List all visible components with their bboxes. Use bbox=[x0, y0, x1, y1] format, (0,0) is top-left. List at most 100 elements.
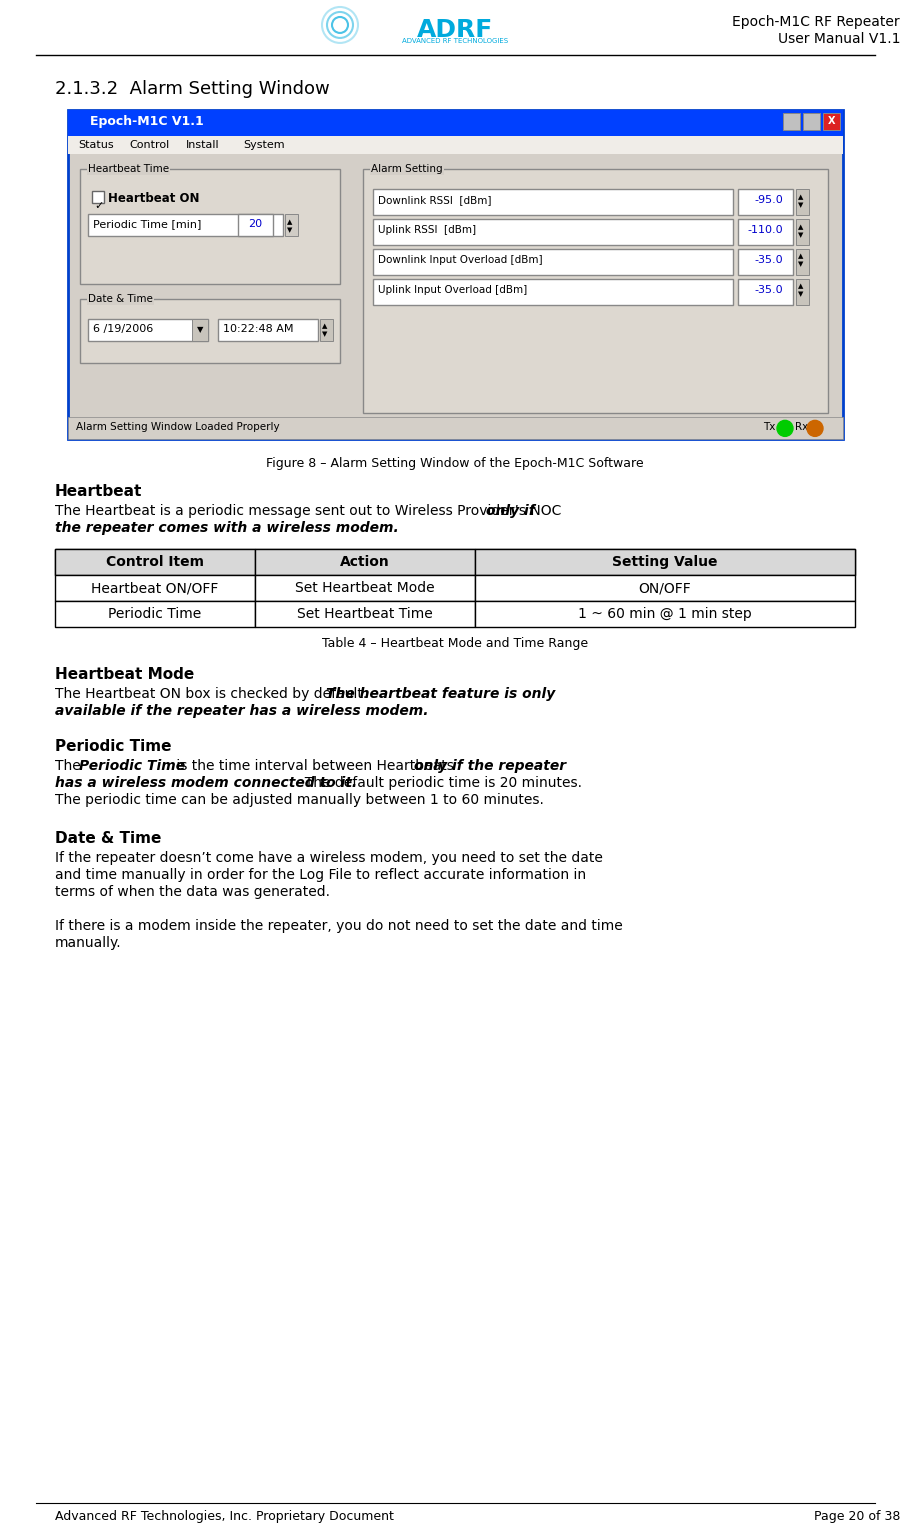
Bar bbox=[218, 319, 318, 340]
Text: Uplink RSSI  [dBm]: Uplink RSSI [dBm] bbox=[378, 224, 476, 235]
Text: ADRF: ADRF bbox=[417, 18, 493, 43]
Text: Figure 8 – Alarm Setting Window of the Epoch-M1C Software: Figure 8 – Alarm Setting Window of the E… bbox=[266, 458, 644, 470]
Text: -35.0: -35.0 bbox=[754, 284, 783, 295]
Text: Heartbeat Time: Heartbeat Time bbox=[88, 163, 169, 174]
Bar bbox=[373, 189, 733, 215]
Text: X: X bbox=[828, 116, 835, 125]
Bar bbox=[783, 113, 800, 130]
Bar bbox=[738, 189, 793, 215]
Text: ▲: ▲ bbox=[798, 284, 804, 290]
Bar bbox=[55, 601, 255, 627]
Text: and time manually in order for the Log File to reflect accurate information in: and time manually in order for the Log F… bbox=[55, 868, 586, 882]
Bar bbox=[475, 575, 855, 601]
Bar bbox=[88, 319, 208, 340]
Text: Status: Status bbox=[78, 140, 114, 150]
Text: User Manual V1.1: User Manual V1.1 bbox=[777, 32, 900, 46]
Text: ▼: ▼ bbox=[287, 227, 292, 232]
Text: available if the repeater has a wireless modem.: available if the repeater has a wireless… bbox=[55, 703, 428, 717]
Text: Control: Control bbox=[129, 140, 169, 150]
Text: -95.0: -95.0 bbox=[754, 195, 783, 204]
Bar bbox=[68, 136, 843, 154]
Text: 6 /19/2006: 6 /19/2006 bbox=[93, 324, 153, 334]
Bar bbox=[738, 218, 793, 244]
Text: Rx: Rx bbox=[795, 423, 808, 432]
Text: ▼: ▼ bbox=[197, 325, 203, 334]
Bar bbox=[68, 418, 843, 439]
Bar bbox=[796, 189, 809, 215]
Text: 10:22:48 AM: 10:22:48 AM bbox=[223, 324, 293, 334]
Bar bbox=[238, 214, 273, 235]
Text: has a wireless modem connected to it.: has a wireless modem connected to it. bbox=[55, 775, 357, 790]
Text: only if the repeater: only if the repeater bbox=[415, 758, 567, 772]
Text: Action: Action bbox=[340, 555, 390, 569]
Text: Page 20 of 38: Page 20 of 38 bbox=[814, 1509, 900, 1523]
Text: ▲: ▲ bbox=[798, 194, 804, 200]
Bar bbox=[373, 279, 733, 305]
Text: Heartbeat: Heartbeat bbox=[55, 484, 142, 499]
Text: The Heartbeat ON box is checked by default.: The Heartbeat ON box is checked by defau… bbox=[55, 687, 381, 700]
Bar bbox=[68, 110, 843, 136]
Bar bbox=[373, 218, 733, 244]
Text: The Heartbeat is a periodic message sent out to Wireless Provider’s NOC: The Heartbeat is a periodic message sent… bbox=[55, 504, 570, 519]
Bar bbox=[192, 319, 208, 340]
Text: the repeater comes with a wireless modem.: the repeater comes with a wireless modem… bbox=[55, 522, 399, 536]
Text: The default periodic time is 20 minutes.: The default periodic time is 20 minutes. bbox=[295, 775, 581, 790]
Text: ON/OFF: ON/OFF bbox=[639, 581, 691, 595]
Text: If the repeater doesn’t come have a wireless modem, you need to set the date: If the repeater doesn’t come have a wire… bbox=[55, 852, 603, 865]
Text: ▲: ▲ bbox=[798, 253, 804, 259]
Text: If there is a modem inside the repeater, you do not need to set the date and tim: If there is a modem inside the repeater,… bbox=[55, 919, 623, 932]
Text: Date & Time: Date & Time bbox=[88, 293, 153, 304]
Text: is the time interval between Heartbeats: is the time interval between Heartbeats bbox=[172, 758, 458, 772]
Text: Control Item: Control Item bbox=[106, 555, 204, 569]
Text: Periodic Time: Periodic Time bbox=[55, 739, 171, 754]
Text: Heartbeat ON: Heartbeat ON bbox=[108, 192, 200, 204]
Text: Date & Time: Date & Time bbox=[55, 830, 161, 845]
Bar bbox=[738, 249, 793, 275]
Text: System: System bbox=[243, 140, 284, 150]
Text: The: The bbox=[55, 758, 85, 772]
Text: Set Heartbeat Mode: Set Heartbeat Mode bbox=[295, 581, 435, 595]
Text: ▼: ▼ bbox=[798, 232, 804, 238]
Text: The heartbeat feature is only: The heartbeat feature is only bbox=[326, 687, 556, 700]
Bar bbox=[285, 214, 298, 235]
Text: ▲: ▲ bbox=[798, 224, 804, 230]
Text: ▼: ▼ bbox=[798, 201, 804, 208]
Bar bbox=[92, 191, 104, 203]
Bar bbox=[55, 549, 855, 575]
Bar bbox=[738, 279, 793, 305]
Text: Advanced RF Technologies, Inc. Proprietary Document: Advanced RF Technologies, Inc. Proprieta… bbox=[55, 1509, 394, 1523]
Text: terms of when the data was generated.: terms of when the data was generated. bbox=[55, 885, 330, 899]
Text: ▲: ▲ bbox=[287, 218, 292, 224]
Bar bbox=[55, 575, 255, 601]
Text: Epoch-M1C V1.1: Epoch-M1C V1.1 bbox=[90, 114, 204, 128]
Bar bbox=[255, 549, 475, 575]
Bar bbox=[255, 575, 475, 601]
Text: 2.1.3.2  Alarm Setting Window: 2.1.3.2 Alarm Setting Window bbox=[55, 79, 330, 98]
Text: manually.: manually. bbox=[55, 935, 122, 949]
Text: Set Heartbeat Time: Set Heartbeat Time bbox=[297, 607, 433, 621]
Bar bbox=[796, 279, 809, 305]
Text: Periodic Time: Periodic Time bbox=[78, 758, 185, 772]
Text: Uplink Input Overload [dBm]: Uplink Input Overload [dBm] bbox=[378, 284, 527, 295]
Text: Downlink Input Overload [dBm]: Downlink Input Overload [dBm] bbox=[378, 255, 543, 264]
Circle shape bbox=[807, 420, 823, 436]
Text: only if: only if bbox=[486, 504, 535, 519]
FancyBboxPatch shape bbox=[68, 110, 843, 439]
Text: Tx: Tx bbox=[763, 423, 775, 432]
Text: Setting Value: Setting Value bbox=[612, 555, 718, 569]
Text: Table 4 – Heartbeat Mode and Time Range: Table 4 – Heartbeat Mode and Time Range bbox=[322, 636, 589, 650]
Text: The periodic time can be adjusted manually between 1 to 60 minutes.: The periodic time can be adjusted manual… bbox=[55, 794, 544, 807]
Text: Epoch-M1C RF Repeater: Epoch-M1C RF Repeater bbox=[732, 15, 900, 29]
Text: Alarm Setting Window Loaded Properly: Alarm Setting Window Loaded Properly bbox=[76, 423, 280, 432]
Text: -35.0: -35.0 bbox=[754, 255, 783, 264]
Text: Install: Install bbox=[186, 140, 220, 150]
Bar bbox=[475, 601, 855, 627]
Bar bbox=[803, 113, 820, 130]
Text: Heartbeat ON/OFF: Heartbeat ON/OFF bbox=[91, 581, 219, 595]
Text: Alarm Setting: Alarm Setting bbox=[371, 163, 443, 174]
Text: Downlink RSSI  [dBm]: Downlink RSSI [dBm] bbox=[378, 195, 492, 204]
Bar bbox=[796, 218, 809, 244]
Text: Periodic Time: Periodic Time bbox=[108, 607, 201, 621]
Text: ▼: ▼ bbox=[798, 261, 804, 267]
FancyBboxPatch shape bbox=[80, 299, 340, 363]
